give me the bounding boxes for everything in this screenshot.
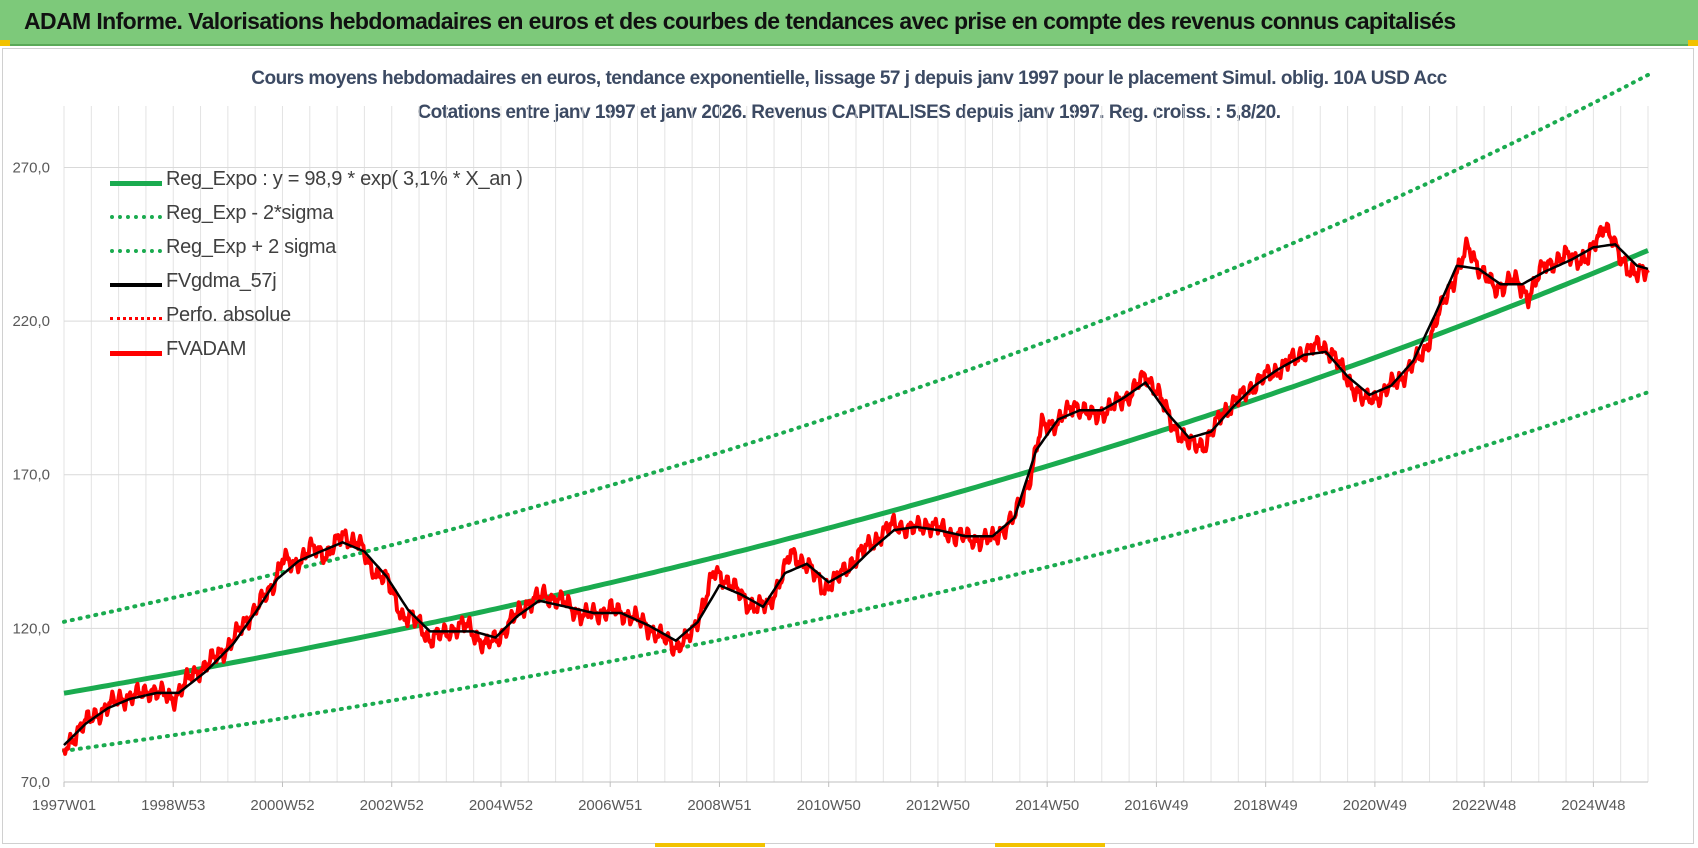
x-tick-label: 1998W53 (141, 797, 205, 814)
series-reg-exp-plus-2sigma (62, 72, 1650, 624)
x-tick-label: 2016W49 (1124, 797, 1188, 814)
x-tick-label: 2022W48 (1452, 797, 1516, 814)
axis-layer: 70,0 120,0 170,0 220,0 270,0 1997W01 1998W53 20… (12, 159, 1648, 814)
bottom-bar-right (995, 843, 1105, 847)
legend-swatch-perfo-absolue (110, 317, 162, 320)
chart-title-line-1: Cours moyens hebdomadaires en euros, ten… (251, 68, 1447, 89)
legend-label-fvadam: FVADAM (166, 338, 247, 360)
series-reg-exp-minus-2sigma (62, 390, 1650, 753)
series-reg-expo (63, 248, 1649, 696)
y-tick-label: 270,0 (12, 159, 50, 176)
x-tick-label: 2006W51 (578, 797, 642, 814)
legend-swatch-fvgdma (110, 283, 162, 287)
legend-swatch-reg-expo (110, 181, 162, 186)
x-tick-label: 2014W50 (1015, 797, 1079, 814)
y-tick-label: 120,0 (12, 620, 50, 637)
y-tick-label: 170,0 (12, 467, 50, 484)
series-fvgdma-57j (63, 243, 1649, 746)
x-tick-label: 2008W51 (687, 797, 751, 814)
corner-marker-left (0, 40, 10, 46)
report-title: ADAM Informe. Valorisations hebdomadaire… (24, 8, 1456, 34)
series-layer (62, 72, 1650, 756)
bottom-bar-left (655, 843, 765, 847)
chart-title-line-2: Cotations entre janv 1997 et janv 2026. … (417, 102, 1281, 123)
x-tick-label: 1997W01 (32, 797, 96, 814)
legend-label-reg-exp-minus: Reg_Exp - 2*sigma (166, 202, 334, 224)
x-tick-label: 2002W52 (360, 797, 424, 814)
x-tick-label: 2024W48 (1561, 797, 1625, 814)
legend-label-fvgdma: FVgdma_57j (166, 270, 277, 292)
legend-label-perfo-absolue: Perfo. absolue (166, 304, 291, 326)
chart-frame (2, 48, 1694, 844)
legend-label-reg-expo: Reg_Expo : y = 98,9 * exp( 3,1% * X_an ) (166, 168, 523, 190)
corner-marker-right (1688, 40, 1698, 46)
legend-swatch-fvadam (110, 351, 162, 356)
x-tick-label: 2012W50 (906, 797, 970, 814)
y-tick-label: 220,0 (12, 313, 50, 330)
x-tick-label: 2018W49 (1234, 797, 1298, 814)
report-banner: ADAM Informe. Valorisations hebdomadaire… (0, 0, 1698, 46)
legend-swatch-reg-exp-plus (110, 249, 162, 253)
y-tick-label: 70,0 (21, 774, 50, 791)
x-tick-label: 2020W49 (1343, 797, 1407, 814)
x-tick-label: 2010W50 (797, 797, 861, 814)
legend-label-reg-exp-plus: Reg_Exp + 2 sigma (166, 236, 336, 258)
legend-swatch-reg-exp-minus (110, 215, 162, 219)
x-tick-label: 2004W52 (469, 797, 533, 814)
x-tick-label: 2000W52 (250, 797, 314, 814)
